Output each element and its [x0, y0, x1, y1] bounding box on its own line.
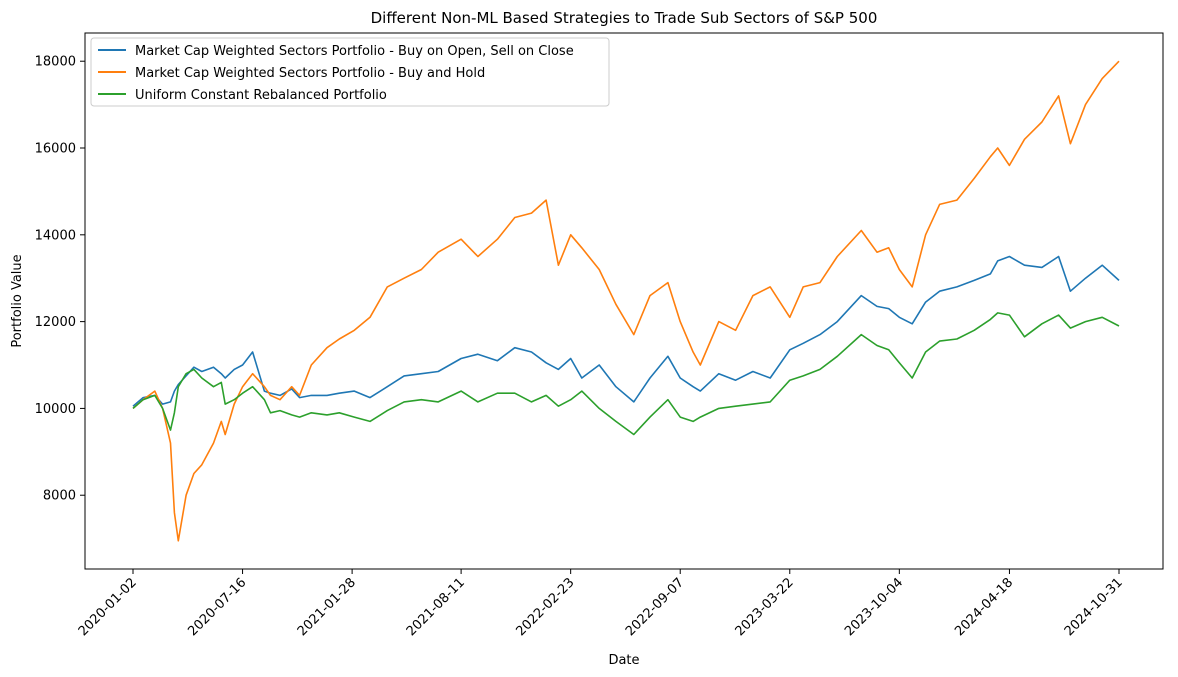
series-line-1	[132, 60, 1120, 542]
y-tick-label: 12000	[35, 315, 76, 330]
y-tick-label: 14000	[35, 228, 76, 243]
y-tick-label: 10000	[35, 402, 76, 417]
legend: Market Cap Weighted Sectors Portfolio - …	[90, 37, 610, 107]
legend-label-buy-hold: Market Cap Weighted Sectors Portfolio - …	[135, 66, 485, 81]
y-tick-label: 18000	[35, 55, 76, 70]
series-layer	[132, 60, 1120, 542]
y-tick-label: 8000	[43, 489, 76, 504]
x-axis-label: Date	[608, 653, 639, 668]
y-axis: 8000 10000 12000 14000 16000 18000	[35, 55, 85, 504]
y-tick-label: 16000	[35, 142, 76, 157]
series-line-0	[132, 255, 1120, 407]
legend-label-ucrp: Uniform Constant Rebalanced Portfolio	[135, 88, 387, 103]
plot-frame	[84, 32, 1164, 570]
legend-label-open-close: Market Cap Weighted Sectors Portfolio - …	[135, 44, 574, 59]
legend-frame	[90, 37, 610, 107]
chart-title: Different Non-ML Based Strategies to Tra…	[371, 9, 878, 27]
series-line-2	[132, 312, 1120, 436]
y-axis-label: Portfolio Value	[10, 254, 25, 347]
